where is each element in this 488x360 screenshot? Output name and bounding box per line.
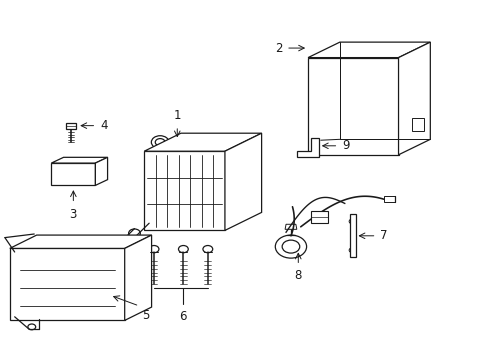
Circle shape [128,229,140,238]
Polygon shape [285,224,296,229]
Circle shape [149,246,159,253]
Polygon shape [51,157,107,163]
Polygon shape [144,133,261,151]
Circle shape [203,246,212,253]
Text: 9: 9 [342,139,349,152]
Circle shape [348,219,355,224]
Text: 5: 5 [142,309,149,322]
Text: 2: 2 [275,41,282,55]
Polygon shape [307,42,429,58]
Circle shape [17,308,27,315]
Ellipse shape [33,281,67,295]
Circle shape [282,240,299,253]
Polygon shape [144,151,224,230]
Text: 7: 7 [380,229,387,242]
Circle shape [199,138,208,144]
Circle shape [301,152,306,156]
Text: 3: 3 [69,208,77,221]
Text: 1: 1 [173,109,181,122]
Circle shape [110,308,120,315]
Polygon shape [65,123,76,129]
Polygon shape [10,248,124,320]
Text: 8: 8 [294,269,302,282]
Circle shape [275,235,306,258]
Text: 6: 6 [179,310,187,323]
Circle shape [151,136,169,149]
Polygon shape [307,58,398,155]
Polygon shape [10,235,151,248]
Text: 4: 4 [100,119,107,132]
Circle shape [188,138,197,144]
Polygon shape [51,163,95,185]
Circle shape [177,138,186,144]
Polygon shape [411,118,423,131]
Circle shape [28,324,36,330]
Polygon shape [398,42,429,155]
Polygon shape [349,214,355,257]
Circle shape [155,139,164,146]
Polygon shape [95,157,107,185]
Polygon shape [296,138,318,157]
Polygon shape [224,133,261,230]
Circle shape [210,138,219,144]
Circle shape [17,254,27,261]
Polygon shape [383,196,394,202]
Polygon shape [124,235,151,320]
Circle shape [348,248,355,253]
Circle shape [178,246,188,253]
Polygon shape [310,211,327,223]
